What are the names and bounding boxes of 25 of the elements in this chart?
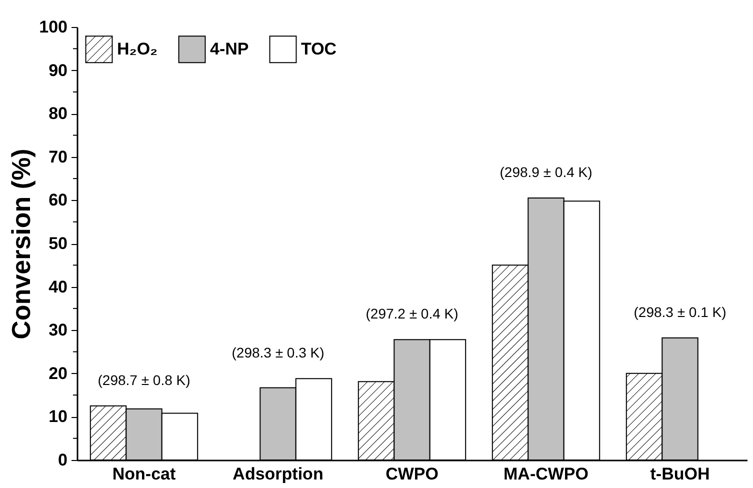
x-tick-label: MA-CWPO xyxy=(504,464,588,484)
y-tick-label: 0 xyxy=(58,450,68,470)
y-tick-label: 10 xyxy=(48,407,68,426)
annotation: (297.2 ± 0.4 K) xyxy=(366,306,458,322)
legend-label: H₂O₂ xyxy=(117,39,158,58)
annotation: (298.3 ± 0.1 K) xyxy=(634,304,726,320)
y-tick-label: 80 xyxy=(48,104,68,124)
y-axis-title: Conversion (%) xyxy=(6,148,36,340)
annotation: (298.3 ± 0.3 K) xyxy=(232,344,324,361)
y-tick-label: 70 xyxy=(48,147,68,166)
y-tick-label: 50 xyxy=(48,234,68,253)
annotation: (298.9 ± 0.4 K) xyxy=(500,164,592,180)
y-tick-label: 60 xyxy=(48,190,68,210)
legend-label: 4-NP xyxy=(210,39,249,58)
x-tick-label: CWPO xyxy=(386,464,438,484)
x-tick-label: Adsorption xyxy=(232,464,324,484)
x-tick-label: t-BuOH xyxy=(650,464,710,484)
y-tick-label: 20 xyxy=(48,364,68,383)
y-tick-label: 30 xyxy=(48,320,68,340)
y-tick-label: 90 xyxy=(48,60,68,80)
annotation: (298.7 ± 0.8 K) xyxy=(98,372,190,388)
legend-label: TOC xyxy=(301,39,337,58)
x-tick-label: Non-cat xyxy=(112,464,176,484)
y-tick-label: 40 xyxy=(48,277,68,296)
y-tick-label: 100 xyxy=(39,18,68,36)
